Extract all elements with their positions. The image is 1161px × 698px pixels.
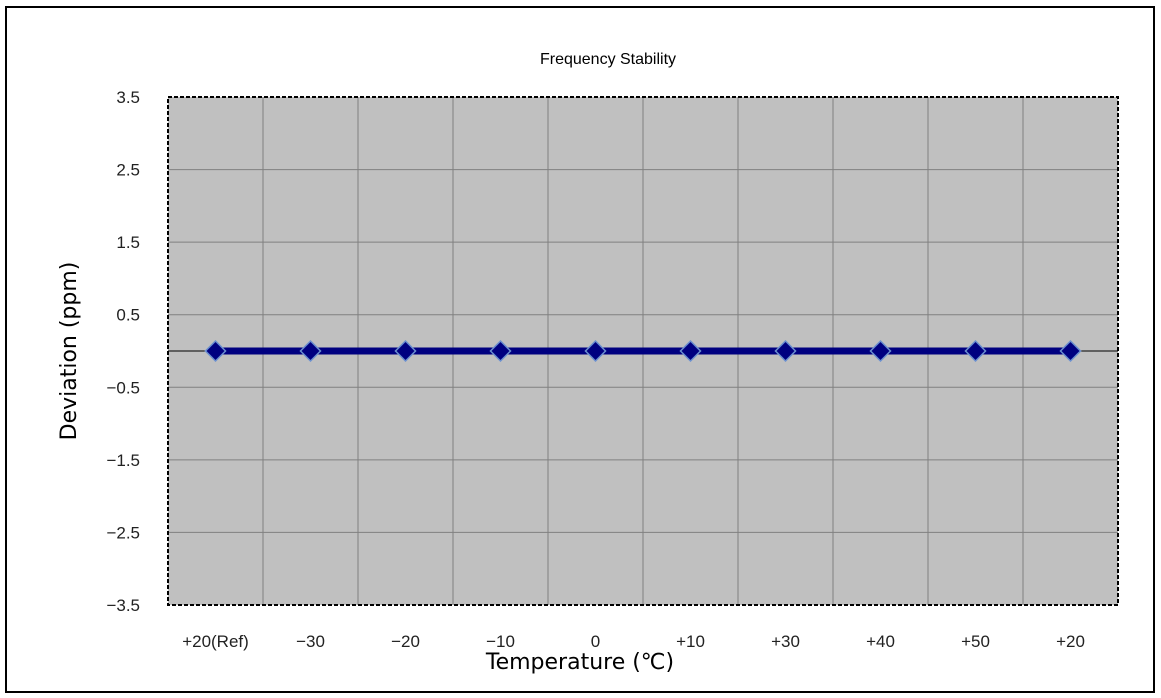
x-tick-label: −10 [486, 632, 515, 651]
data-point-marker [204, 339, 227, 363]
data-point-marker [489, 339, 512, 363]
series-layer [204, 339, 1082, 363]
x-tick-label: +30 [771, 632, 800, 651]
x-tick-label: +20(Ref) [182, 632, 249, 651]
x-tick-label: −20 [391, 632, 420, 651]
y-tick-label: −2.5 [106, 523, 140, 542]
data-point-marker [774, 339, 797, 363]
data-point-marker [394, 339, 417, 363]
y-tick-label: −1.5 [106, 451, 140, 470]
x-tick-label: +20 [1056, 632, 1085, 651]
data-point-marker [869, 339, 892, 363]
x-axis-ticks: +20(Ref) −30 −20 −10 0 +10 +30 +40 +50 +20 [182, 632, 1085, 651]
plot-border [167, 96, 1119, 606]
data-point-marker [1059, 339, 1082, 363]
y-tick-label: −3.5 [106, 596, 140, 615]
x-tick-label: +10 [676, 632, 705, 651]
x-tick-label: +50 [961, 632, 990, 651]
x-tick-label: +40 [866, 632, 895, 651]
data-point-marker [679, 339, 702, 363]
data-point-marker [299, 339, 322, 363]
data-point-marker [964, 339, 987, 363]
y-axis-title: Deviation (ppm) [57, 262, 82, 441]
chart-title: Frequency Stability [540, 51, 676, 68]
y-tick-label: 3.5 [116, 88, 140, 107]
data-point-marker [584, 339, 607, 363]
x-tick-label: −30 [296, 632, 325, 651]
x-axis-title: Temperature (℃) [485, 650, 674, 675]
x-tick-label: 0 [591, 632, 600, 651]
y-axis-ticks: 3.5 2.5 1.5 0.5 −0.5 −1.5 −2.5 −3.5 [106, 88, 140, 615]
y-tick-label: 1.5 [116, 233, 140, 252]
y-tick-label: 2.5 [116, 161, 140, 180]
y-tick-label: 0.5 [116, 306, 140, 325]
y-tick-label: −0.5 [106, 378, 140, 397]
